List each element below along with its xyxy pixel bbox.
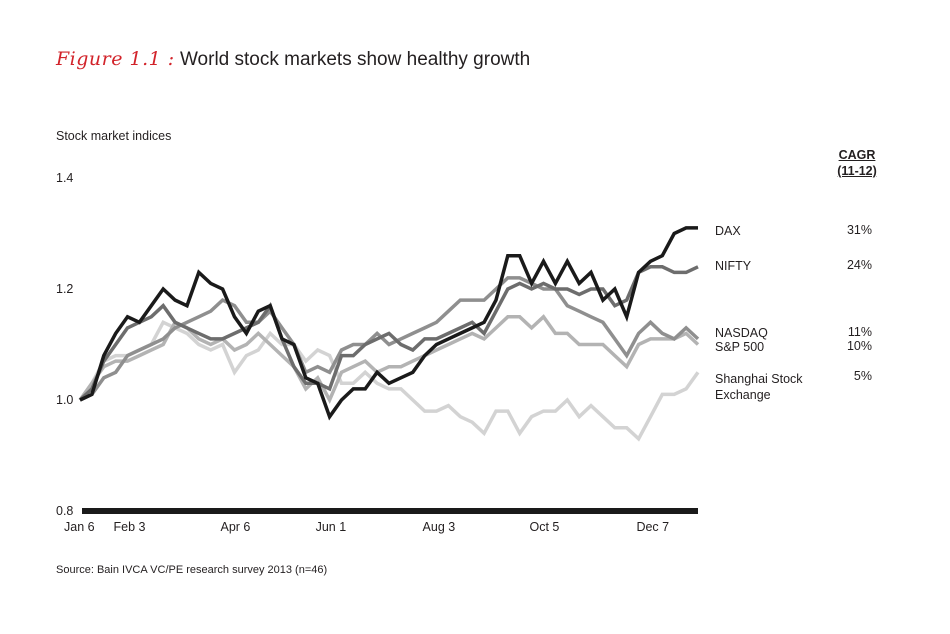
x-tick-label: Jun 1 — [316, 520, 347, 534]
series-line-nifty — [78, 265, 699, 402]
figure-title: Figure 1.1 : World stock markets show he… — [56, 48, 530, 71]
x-tick-label: Jan 6 — [64, 520, 95, 534]
series-lines — [78, 226, 700, 442]
y-tick-label: 1.4 — [56, 171, 73, 185]
x-axis-bar — [82, 508, 698, 514]
y-tick-label: 0.8 — [56, 504, 73, 518]
y-tick-label: 1.0 — [56, 393, 73, 407]
x-tick-label: Aug 3 — [423, 520, 456, 534]
legend-shanghai-line2: Exchange — [715, 388, 771, 402]
cagr-shanghai: 5% — [853, 369, 872, 383]
cagr-nasdaq: 11% — [847, 325, 872, 339]
source-note: Source: Bain IVCA VC/PE research survey … — [56, 564, 328, 576]
cagr-dax: 31% — [846, 223, 872, 237]
cagr-header-line1: CAGR — [838, 148, 876, 162]
y-ticks: 1.4 1.2 1.0 0.8 — [56, 171, 73, 518]
chart-title: World stock markets show healthy growth — [179, 49, 531, 70]
y-axis-label: Stock market indices — [56, 129, 172, 143]
series-line-shanghai — [78, 320, 700, 442]
legend-shanghai-line1: Shanghai Stock — [715, 372, 803, 386]
series-line-dax — [79, 226, 698, 421]
legend-sp500: S&P 500 — [715, 340, 765, 354]
legend-dax: DAX — [715, 224, 741, 238]
legend-shanghai: Shanghai Stock Exchange — [715, 371, 803, 403]
cagr-header: CAGR (11-12) — [822, 147, 892, 179]
x-tick-label: Apr 6 — [221, 520, 251, 534]
x-tick-label: Feb 3 — [114, 520, 146, 534]
cagr-nifty: 24% — [846, 258, 872, 272]
legend-nifty: NIFTY — [715, 259, 752, 273]
x-tick-label: Oct 5 — [530, 520, 560, 534]
x-tick-label: Dec 7 — [636, 520, 669, 534]
cagr-header-line2: (11-12) — [837, 164, 877, 178]
y-tick-label: 1.2 — [56, 282, 73, 296]
cagr-sp500: 10% — [846, 339, 872, 353]
legend-nasdaq: NASDAQ — [715, 326, 768, 340]
x-ticks: Jan 6 Feb 3 Apr 6 Jun 1 Aug 3 Oct 5 Dec 7 — [64, 520, 669, 534]
figure-label: Figure 1.1 : — [56, 48, 175, 70]
